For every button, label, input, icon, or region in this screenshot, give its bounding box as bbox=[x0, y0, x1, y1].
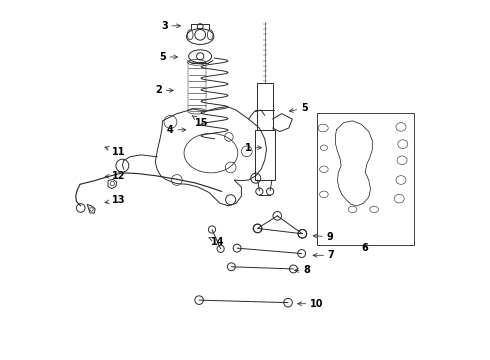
Text: 3: 3 bbox=[161, 21, 180, 31]
Text: 6: 6 bbox=[362, 243, 368, 253]
Text: 7: 7 bbox=[313, 250, 335, 260]
Text: 12: 12 bbox=[105, 171, 125, 181]
Text: 10: 10 bbox=[298, 299, 323, 309]
Text: 13: 13 bbox=[105, 195, 125, 205]
Text: 15: 15 bbox=[193, 116, 209, 128]
Text: 5: 5 bbox=[290, 103, 308, 113]
Text: 9: 9 bbox=[313, 232, 333, 242]
Text: 1: 1 bbox=[245, 143, 262, 153]
Text: 14: 14 bbox=[209, 237, 225, 247]
Text: 8: 8 bbox=[294, 265, 310, 275]
Text: 2: 2 bbox=[155, 85, 173, 95]
Text: 11: 11 bbox=[105, 147, 125, 157]
Text: 4: 4 bbox=[167, 125, 186, 135]
Text: 5: 5 bbox=[159, 52, 177, 62]
